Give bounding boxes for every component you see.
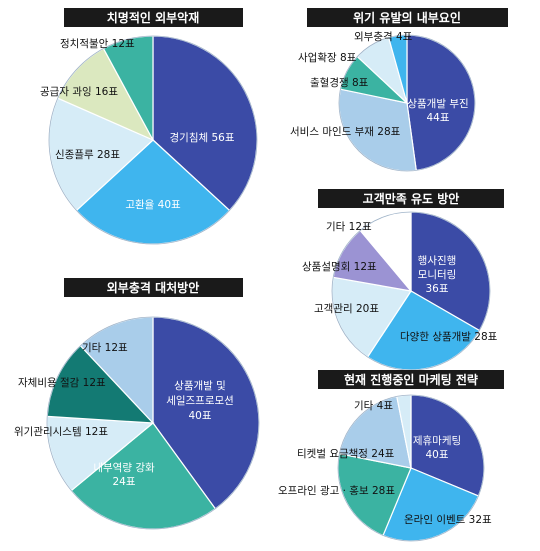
- chart-customer-satisfaction: 고객만족 유도 방안 행사진행 모니터링 36표 다양한 상품개발 28표 고객…: [302, 189, 504, 371]
- slice-label: 내부역량 강화: [93, 462, 155, 474]
- slice-label: 기타 12표: [326, 221, 372, 233]
- slice-label: 기타 12표: [82, 342, 128, 354]
- chart-title-bar: [64, 278, 243, 297]
- chart-title-bar: [318, 370, 504, 389]
- chart-shock-response: 외부충격 대처방안 상품개발 및 세일즈프로모션 40표 내부역량 강화 24표…: [14, 278, 260, 530]
- chart-title: 고객만족 유도 방안: [363, 191, 460, 206]
- slice-label: 출혈경쟁 8표: [310, 76, 369, 89]
- slice-label: 모니터링: [418, 269, 457, 281]
- chart-title: 현재 진행중인 마케팅 전략: [344, 372, 478, 387]
- slice-label: 상품개발 부진: [407, 98, 468, 110]
- slice-label: 기타 4표: [354, 400, 393, 412]
- slice-label: 자체비용 절감 12표: [18, 376, 106, 389]
- slice-label: 온라인 이벤트 32표: [404, 514, 492, 526]
- slice-label: 티켓벌 요금책정 24표: [297, 448, 395, 460]
- pie-outline: [338, 34, 476, 172]
- slice-label: 상품개발 및: [174, 380, 226, 392]
- chart-internal-factors: 위기 유발의 내부요인 상품개발 부진 44표 서비스 마인드 부재 28표 출…: [290, 8, 508, 172]
- slice-label: 서비스 마인드 부재 28표: [290, 126, 401, 138]
- chart-title: 외부충격 대처방안: [107, 280, 200, 295]
- pie: [331, 211, 491, 371]
- slice-label: 고환율 40표: [125, 199, 181, 211]
- pie-outline: [48, 35, 258, 245]
- pie-outline: [46, 316, 260, 530]
- slice-label: 상품설명회 12표: [302, 261, 377, 273]
- slice-label: 외부충격 4표: [354, 30, 413, 43]
- chart-title: 치명적인 외부악재: [107, 10, 200, 25]
- slice-label: 세일즈프로모션: [166, 394, 234, 407]
- pie: [337, 394, 485, 542]
- slice-label: 사업확장 8표: [298, 51, 357, 64]
- chart-title-bar: [318, 189, 504, 208]
- slice-label: 24표: [112, 476, 135, 488]
- slice-label: 제휴마케팅: [413, 435, 461, 447]
- slice-label: 경기침체 56표: [170, 131, 235, 144]
- slice-label: 신종플루 28표: [55, 149, 120, 161]
- slice-label: 정치적불안 12표: [60, 38, 135, 50]
- slice-label: 44표: [426, 112, 449, 124]
- slice-label: 40표: [425, 449, 448, 461]
- slice-label: 위기관리시스템 12표: [14, 425, 108, 438]
- chart-title-bar: [64, 8, 243, 27]
- slice-label: 40표: [188, 410, 211, 422]
- slice-label: 오프라인 광고 · 홍보 28표: [278, 484, 395, 497]
- chart-title: 위기 유발의 내부요인: [353, 10, 461, 25]
- pie-outline: [337, 394, 485, 542]
- slice-label: 36표: [425, 283, 448, 295]
- chart-title-bar: [307, 8, 508, 27]
- slice-label: 공급자 과잉 16표: [40, 86, 118, 98]
- slice-label: 다양한 상품개발 28표: [400, 331, 498, 343]
- slice-label: 고객관리 20표: [314, 303, 379, 315]
- slice-label: 행사진행: [418, 255, 457, 267]
- pie: [46, 316, 260, 530]
- chart-external-threats: 치명적인 외부악재 경기침체 56표 고환율 40표 신종플루 28표 공급자 …: [40, 8, 258, 245]
- chart-marketing-strategy: 현재 진행중인 마케팅 전략 제휴마케팅 40표 온라인 이벤트 32표 오프라…: [278, 370, 504, 542]
- pie: [48, 35, 258, 245]
- pie: [338, 34, 476, 172]
